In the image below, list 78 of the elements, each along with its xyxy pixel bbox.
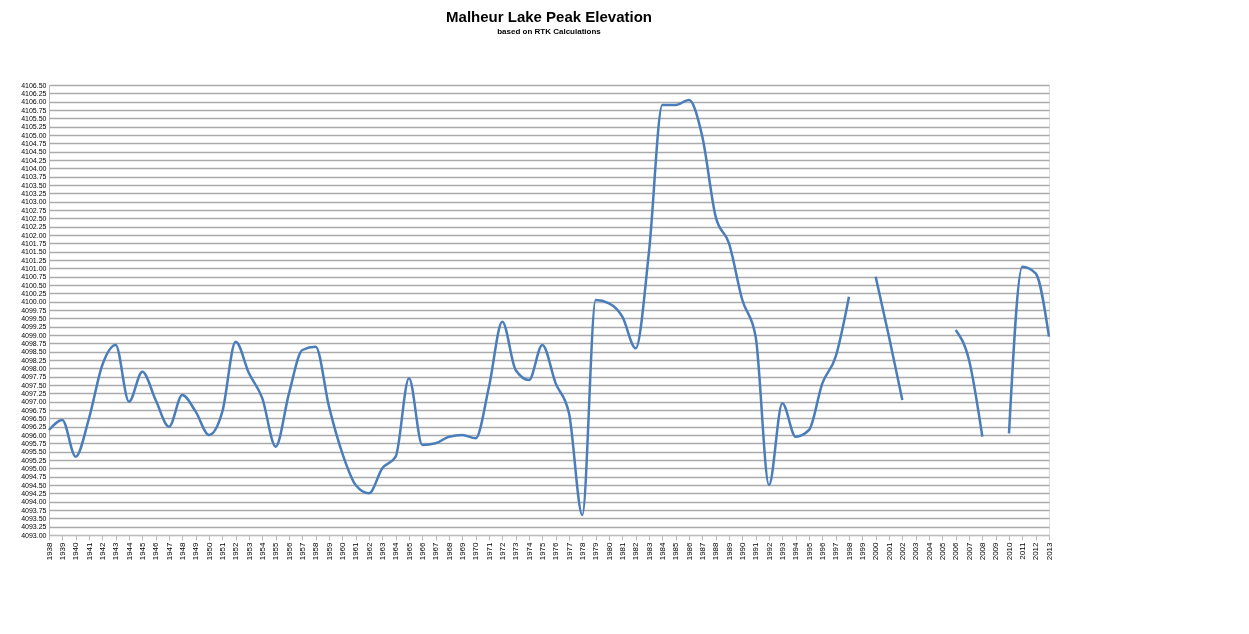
x-tick-label: 1988 (711, 541, 721, 561)
x-tick-label: 1964 (391, 541, 401, 561)
x-tick-label: 1970 (471, 541, 481, 561)
x-tick-label: 1954 (257, 541, 267, 561)
x-tick-label: 2003 (911, 541, 921, 561)
x-tick-label: 2012 (1031, 541, 1041, 561)
x-tick-label: 1956 (284, 541, 294, 561)
x-tick-label: 2005 (937, 541, 947, 561)
x-tick-label: 1975 (537, 541, 547, 561)
x-tick-label: 1985 (671, 541, 681, 561)
x-tick-label: 1939 (57, 541, 67, 561)
x-tick-label: 1994 (791, 541, 801, 561)
x-tick-label: 1952 (231, 541, 241, 561)
x-tick-label: 1948 (177, 541, 187, 561)
x-tick-label: 1940 (71, 541, 81, 561)
x-tick-label: 1995 (804, 541, 814, 561)
x-tick-label: 1999 (857, 541, 867, 561)
x-tick-label: 1951 (217, 541, 227, 561)
x-tick-label: 1966 (417, 541, 427, 561)
x-tick-label: 1960 (337, 541, 347, 561)
x-tick-label: 1973 (511, 541, 521, 561)
x-tick-label: 1996 (817, 541, 827, 561)
x-tick-label: 1962 (364, 541, 374, 561)
x-tick-label: 2004 (924, 541, 934, 561)
x-tick-label: 1977 (564, 541, 574, 561)
x-tick-label: 1965 (404, 541, 414, 561)
x-tick-label: 2008 (977, 541, 987, 561)
x-tick-label: 1992 (764, 541, 774, 561)
x-tick-label: 1955 (271, 541, 281, 561)
x-tick-label: 1998 (844, 541, 854, 561)
x-tick-label: 1997 (831, 541, 841, 561)
x-tick-label: 2009 (991, 541, 1001, 561)
x-tick-label: 2011 (1017, 541, 1027, 560)
x-tick-label: 1987 (697, 541, 707, 561)
x-tick-label: 1967 (431, 541, 441, 561)
x-tick-label: 1974 (524, 541, 534, 561)
x-tick-label: 1941 (84, 541, 94, 561)
x-tick-label: 1990 (737, 541, 747, 561)
x-tick-label: 1943 (111, 541, 121, 561)
x-tick-label: 2002 (897, 541, 907, 561)
x-tick-label: 2007 (964, 541, 974, 561)
x-tick-label: 2000 (871, 541, 881, 561)
x-tick-label: 1979 (591, 541, 601, 561)
x-tick-label: 2006 (951, 541, 961, 561)
x-tick-label: 1991 (751, 541, 761, 561)
x-tick-label: 1969 (457, 541, 467, 561)
x-tick-label: 1944 (124, 541, 134, 561)
chart-subtitle: based on RTK Calculations (497, 27, 602, 36)
x-tick-label: 1961 (351, 541, 361, 561)
x-tick-label: 2001 (884, 541, 894, 561)
x-tick-label: 1946 (151, 541, 161, 561)
x-tick-label: 1968 (444, 541, 454, 561)
x-tick-label: 1947 (164, 541, 174, 561)
x-tick-label: 2010 (1004, 541, 1014, 561)
x-tick-label: 1953 (244, 541, 254, 561)
x-tick-label: 1981 (617, 541, 627, 561)
x-tick-label: 1938 (44, 541, 54, 561)
x-tick-label: 1993 (777, 541, 787, 561)
x-tick-label: 1978 (577, 541, 587, 561)
x-tick-label: 1942 (97, 541, 107, 561)
x-tick-label: 1982 (631, 541, 641, 561)
x-tick-label: 1984 (657, 541, 667, 561)
x-tick-label: 1989 (724, 541, 734, 561)
x-tick-label: 1963 (377, 541, 387, 561)
x-tick-label: 2013 (1044, 541, 1054, 561)
x-tick-label: 1980 (604, 541, 614, 561)
x-tick-label: 1949 (191, 541, 201, 561)
x-tick-label: 1957 (297, 541, 307, 561)
chart-title: Malheur Lake Peak Elevation (446, 8, 652, 25)
x-tick-label: 1959 (324, 541, 334, 561)
x-tick-label: 1971 (484, 541, 494, 561)
x-tick-label: 1972 (497, 541, 507, 561)
x-tick-label: 1945 (137, 541, 147, 561)
x-tick-label: 1983 (644, 541, 654, 561)
x-tick-label: 1958 (311, 541, 321, 561)
x-tick-label: 1950 (204, 541, 214, 561)
x-tick-label: 1976 (551, 541, 561, 561)
x-tick-label: 1986 (684, 541, 694, 561)
